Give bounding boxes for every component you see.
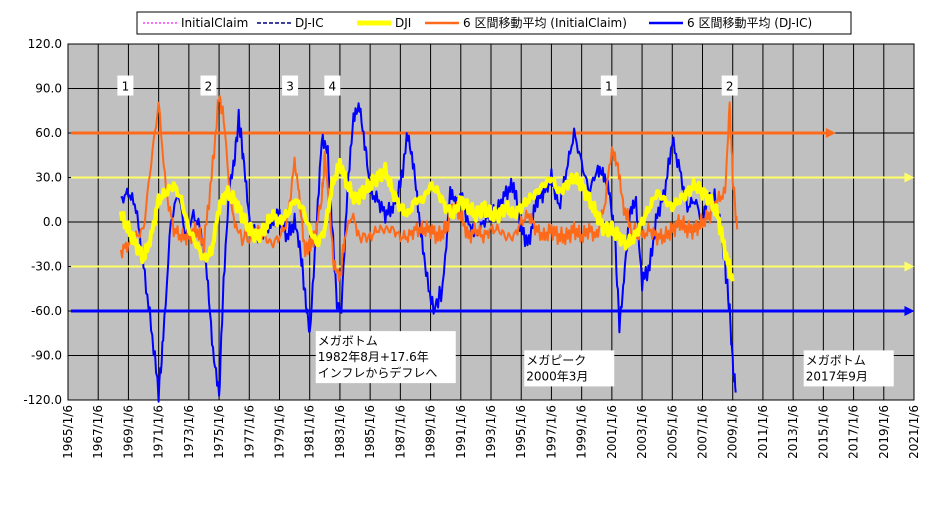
marker-label: 3 [286, 80, 294, 94]
legend-label: InitialClaim [181, 16, 248, 30]
x-tick-label: 1975/1/6 [212, 405, 226, 459]
reference-arrow [904, 261, 915, 272]
marker-label: 1 [605, 80, 613, 94]
y-tick-label: 30.0 [35, 171, 62, 185]
annotation-text: 1982年8月+17.6年 [318, 350, 429, 364]
x-tick-label: 1989/1/6 [424, 405, 438, 459]
x-tick-label: 2011/1/6 [756, 405, 770, 459]
legend-box [136, 11, 852, 35]
reference-arrow [825, 128, 836, 138]
annotation-text: メガボトム [318, 334, 378, 348]
x-tick-label: 2015/1/6 [816, 405, 830, 459]
x-tick-label: 2021/1/6 [907, 405, 921, 459]
annotation-text: メガボトム [806, 353, 866, 367]
x-tick-label: 1995/1/6 [514, 405, 528, 459]
x-tick-label: 1977/1/6 [242, 405, 256, 459]
reference-arrow [904, 172, 915, 183]
x-tick-label: 2017/1/6 [847, 405, 861, 459]
y-tick-label: -60.0 [31, 304, 62, 318]
series-lines [118, 95, 739, 403]
x-tick-label: 1991/1/6 [454, 405, 468, 459]
x-tick-label: 2019/1/6 [877, 405, 891, 459]
x-tick-label: 1997/1/6 [544, 405, 558, 459]
y-tick-label: -30.0 [31, 260, 62, 274]
marker-box [600, 75, 617, 96]
x-tick-label: 1993/1/6 [484, 405, 498, 459]
x-tick-label: 1985/1/6 [363, 405, 377, 459]
x-tick-label: 2001/1/6 [605, 405, 619, 459]
reference-arrow [904, 306, 915, 316]
y-tick-label: 90.0 [35, 82, 62, 96]
legend-label: DJI [395, 16, 411, 30]
y-tick-label: 60.0 [35, 126, 62, 140]
y-tick-label: -90.0 [31, 349, 62, 363]
marker-box [282, 75, 299, 96]
x-tick-label: 1979/1/6 [273, 405, 287, 459]
x-tick-label: 1981/1/6 [303, 405, 317, 459]
marker-label: 4 [329, 80, 337, 94]
marker-box [721, 75, 738, 96]
x-tick-label: 1999/1/6 [575, 405, 589, 459]
legend: InitialClaim DJ-IC DJI 6 区間移動平均 (InitialCla… [136, 11, 852, 35]
x-tick-label: 2009/1/6 [726, 405, 740, 459]
annotation-text: メガピーク [526, 353, 586, 367]
annotation-text: 2000年3月 [526, 369, 588, 383]
x-tick-label: 1973/1/6 [182, 405, 196, 459]
y-tick-label: -120.0 [23, 393, 62, 407]
marker-box [200, 75, 217, 96]
legend-label: DJ-IC [295, 16, 324, 30]
x-tick-label: 1987/1/6 [393, 405, 407, 459]
x-tick-label: 1965/1/6 [61, 405, 75, 459]
y-axis: 120.0 90.0 60.0 30.0 0.0 -30.0 -60.0 -90.0 -120.… [23, 37, 62, 407]
annotation-box [524, 350, 615, 387]
y-tick-label: 0.0 [43, 215, 62, 229]
x-tick-label: 2005/1/6 [665, 405, 679, 459]
series-line [118, 158, 735, 282]
cycle-markers: 1 2 3 4 1 2 [117, 75, 738, 96]
x-tick-label: 1983/1/6 [333, 405, 347, 459]
x-tick-label: 1969/1/6 [121, 405, 135, 459]
annotation-box [803, 350, 894, 387]
x-tick-label: 2003/1/6 [635, 405, 649, 459]
x-axis: 1965/1/6 1967/1/6 1969/1/6 1971/1/6 1973/1/6… [61, 405, 921, 459]
marker-box [117, 75, 134, 96]
x-tick-label: 1971/1/6 [152, 405, 166, 459]
y-tick-label: 120.0 [28, 37, 62, 51]
marker-label: 1 [122, 80, 130, 94]
annotation-text: インフレからデフレへ [318, 365, 438, 380]
annotation-box [315, 331, 456, 384]
marker-label: 2 [205, 80, 213, 94]
x-tick-label: 2013/1/6 [786, 405, 800, 459]
x-tick-label: 2007/1/6 [696, 405, 710, 459]
legend-label: 6 区間移動平均 (DJ-IC) [687, 16, 812, 30]
series-line [119, 95, 739, 282]
marker-label: 2 [726, 80, 734, 94]
legend-label: 6 区間移動平均 (InitialClaim) [463, 16, 627, 30]
marker-box [324, 75, 341, 96]
x-tick-label: 1967/1/6 [91, 405, 105, 459]
annotation-text: 2017年9月 [806, 369, 868, 383]
